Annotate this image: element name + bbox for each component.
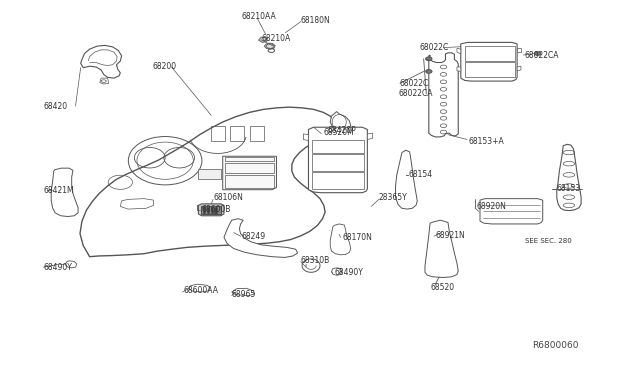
Text: 68200: 68200 (152, 62, 177, 71)
Polygon shape (330, 224, 351, 255)
Text: 28365Y: 28365Y (379, 193, 408, 202)
Text: 68022CA: 68022CA (525, 51, 559, 60)
Polygon shape (396, 150, 417, 209)
Text: 68153+A: 68153+A (468, 137, 504, 146)
Polygon shape (517, 48, 521, 52)
Polygon shape (517, 66, 521, 71)
Text: 68022C: 68022C (400, 79, 429, 88)
Text: 68153: 68153 (557, 185, 581, 193)
Bar (201, 206, 221, 214)
Bar (465, 62, 515, 77)
Text: R6800060: R6800060 (532, 341, 579, 350)
Text: 68520: 68520 (430, 283, 454, 292)
Text: SEE SEC. 280: SEE SEC. 280 (525, 238, 572, 244)
Text: 68180N: 68180N (301, 16, 330, 25)
Text: 68210AA: 68210AA (242, 12, 276, 21)
Bar (312, 154, 364, 171)
Polygon shape (367, 133, 372, 140)
Bar (203, 207, 205, 214)
Polygon shape (332, 268, 342, 275)
Text: 68421M: 68421M (44, 186, 74, 195)
Bar (225, 163, 274, 173)
Text: 68600AA: 68600AA (183, 286, 218, 295)
Polygon shape (65, 261, 77, 268)
Ellipse shape (534, 52, 541, 55)
Polygon shape (557, 144, 581, 211)
Polygon shape (303, 134, 308, 141)
Bar (211, 126, 225, 141)
Text: 68921N: 68921N (435, 231, 465, 240)
Ellipse shape (501, 43, 508, 46)
Text: 68106N: 68106N (213, 193, 243, 202)
Text: 68420: 68420 (44, 102, 68, 110)
Polygon shape (232, 288, 255, 296)
Ellipse shape (426, 57, 432, 61)
Text: 68022CA: 68022CA (399, 89, 433, 98)
Text: 68520M: 68520M (323, 128, 354, 137)
Polygon shape (198, 204, 224, 216)
Polygon shape (223, 156, 276, 190)
Polygon shape (198, 169, 221, 179)
Polygon shape (189, 284, 210, 292)
Polygon shape (264, 43, 275, 49)
Polygon shape (457, 67, 461, 71)
Polygon shape (100, 78, 109, 84)
Polygon shape (425, 220, 458, 278)
Polygon shape (457, 48, 461, 54)
Bar (214, 207, 217, 214)
Polygon shape (308, 127, 367, 193)
Bar (211, 207, 213, 214)
Polygon shape (224, 219, 298, 257)
Text: 68022C: 68022C (419, 43, 449, 52)
Bar (225, 157, 274, 161)
Text: 68490Y: 68490Y (334, 268, 363, 277)
Bar (312, 140, 364, 153)
Text: 68154: 68154 (408, 170, 433, 179)
Text: 68600B: 68600B (202, 205, 231, 214)
Bar (250, 126, 264, 141)
Text: 68490Y: 68490Y (44, 263, 72, 272)
Bar (225, 175, 274, 188)
Polygon shape (259, 37, 268, 42)
Text: 68920N: 68920N (476, 202, 506, 211)
Ellipse shape (426, 70, 432, 73)
Text: 68420P: 68420P (328, 126, 356, 135)
Text: 68965: 68965 (232, 290, 256, 299)
Polygon shape (429, 53, 458, 137)
Polygon shape (480, 199, 543, 224)
Polygon shape (330, 112, 351, 131)
Polygon shape (461, 42, 517, 81)
Text: 68170N: 68170N (342, 233, 372, 242)
Bar (230, 126, 244, 141)
Text: 68210A: 68210A (261, 34, 291, 43)
Polygon shape (81, 45, 122, 78)
Polygon shape (51, 168, 78, 217)
Bar (465, 46, 515, 61)
Text: 68249: 68249 (242, 232, 266, 241)
Polygon shape (80, 107, 335, 257)
Polygon shape (120, 199, 154, 209)
Bar (207, 207, 209, 214)
Text: 68310B: 68310B (301, 256, 330, 265)
Bar (312, 172, 364, 189)
